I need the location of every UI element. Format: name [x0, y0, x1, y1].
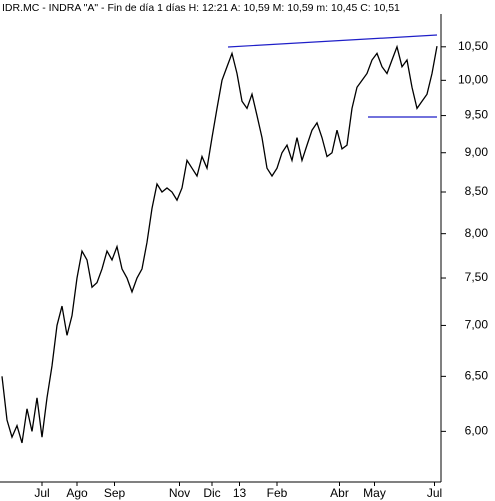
x-tick-label: Feb	[267, 486, 288, 500]
y-tick-label: 7,00	[465, 318, 489, 332]
trend-line	[227, 34, 438, 48]
x-tick-label: Dic	[203, 486, 220, 500]
x-tick-label: Jul	[427, 486, 442, 500]
y-tick-label: 10,50	[458, 39, 488, 53]
y-tick-label: 10,00	[458, 72, 488, 86]
x-tick-label: Jul	[34, 486, 49, 500]
y-tick-label: 6,00	[465, 424, 489, 438]
y-tick-label: 6,50	[465, 369, 489, 383]
y-tick-label: 8,00	[465, 226, 489, 240]
price-line	[1, 44, 438, 444]
y-tick-label: 9,50	[465, 108, 489, 122]
y-tick-label: 7,50	[465, 270, 489, 284]
x-tick-label: Abr	[330, 486, 349, 500]
y-tick-label: 9,00	[465, 145, 489, 159]
x-tick-label: Sep	[104, 486, 126, 500]
x-tick-label: May	[363, 486, 386, 500]
x-tick-label: Ago	[66, 486, 88, 500]
x-tick-label: Nov	[169, 486, 190, 500]
x-tick-label: 13	[233, 486, 247, 500]
y-tick-label: 8,50	[465, 184, 489, 198]
chart-title: IDR.MC - INDRA "A" - Fin de día 1 días H…	[2, 2, 400, 14]
